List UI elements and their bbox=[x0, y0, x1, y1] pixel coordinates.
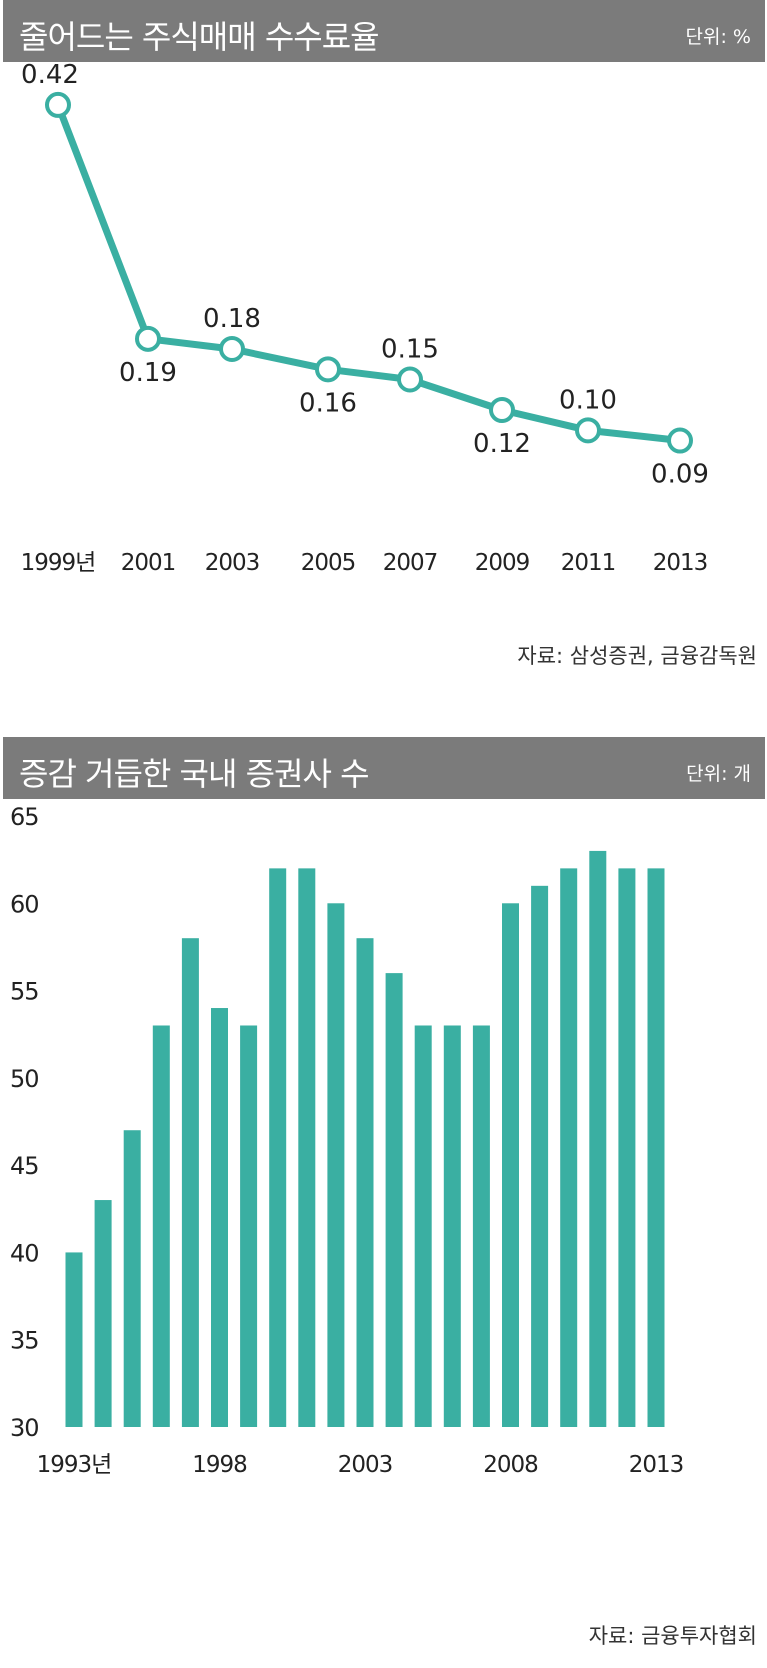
commission-rate-data-label: 0.12 bbox=[473, 429, 531, 459]
commission-rate-point bbox=[315, 356, 341, 383]
broker-count-y-tick-label: 30 bbox=[10, 1414, 39, 1442]
commission-rate-point bbox=[489, 397, 515, 423]
broker-count-bar bbox=[472, 1025, 490, 1427]
broker-count-header: 증감 거듭한 국내 증권사 수 단위: 개 bbox=[3, 737, 765, 799]
commission-rate-data-label: 0.09 bbox=[651, 460, 709, 490]
commission-rate-point bbox=[397, 366, 423, 393]
commission-rate-panel: 줄어드는 주식매매 수수료율 단위: % 0.42 0.19 0.18 0.16 0.1… bbox=[0, 0, 767, 690]
broker-count-bar-chart: 30 35 40 45 50 55 60 65 1993년 1998 2003 2008 2013 bbox=[10, 803, 684, 1478]
broker-count-bar bbox=[240, 1025, 258, 1427]
commission-rate-point bbox=[667, 427, 693, 454]
broker-count-x-tick-label: 1993년 bbox=[37, 1452, 112, 1478]
broker-count-bar bbox=[356, 938, 374, 1427]
broker-count-bar bbox=[269, 868, 287, 1427]
broker-count-bar bbox=[94, 1200, 112, 1427]
commission-rate-header: 줄어드는 주식매매 수수료율 단위: % bbox=[3, 0, 765, 62]
broker-count-y-tick-label: 55 bbox=[10, 978, 39, 1006]
commission-rate-x-tick-label: 2009 bbox=[475, 550, 530, 576]
broker-count-x-tick-label: 2013 bbox=[629, 1452, 684, 1478]
commission-rate-point bbox=[135, 325, 161, 352]
commission-rate-point bbox=[219, 335, 245, 362]
broker-count-bar bbox=[123, 1130, 141, 1427]
commission-rate-series-line bbox=[54, 103, 681, 444]
commission-rate-x-tick-label: 2005 bbox=[301, 550, 356, 576]
commission-rate-line-chart: 0.42 0.19 0.18 0.16 0.15 0.12 0.10 0.09 1999년 200… bbox=[21, 60, 709, 576]
broker-count-bar bbox=[152, 1025, 170, 1427]
commission-rate-x-tick-label: 2007 bbox=[383, 550, 438, 576]
broker-count-x-tick-label: 2008 bbox=[483, 1452, 538, 1478]
broker-count-y-tick-label: 40 bbox=[10, 1239, 39, 1267]
commission-rate-data-label: 0.18 bbox=[203, 304, 261, 334]
broker-count-bar bbox=[181, 938, 199, 1427]
commission-rate-data-label: 0.16 bbox=[299, 388, 357, 418]
broker-count-bar bbox=[385, 973, 403, 1427]
broker-count-y-tick-label: 60 bbox=[10, 890, 39, 918]
broker-count-y-tick-label: 35 bbox=[10, 1327, 39, 1355]
broker-count-bar bbox=[502, 903, 519, 1427]
broker-count-bar bbox=[443, 1025, 461, 1427]
commission-rate-source: 자료: 삼성증권, 금융감독원 bbox=[517, 644, 757, 668]
commission-rate-x-tick-label: 2013 bbox=[653, 550, 708, 576]
broker-count-unit: 단위: 개 bbox=[686, 763, 751, 785]
commission-rate-x-tick-label: 2003 bbox=[205, 550, 260, 576]
broker-count-source: 자료: 금융투자협회 bbox=[588, 1624, 757, 1648]
broker-count-bar bbox=[589, 850, 607, 1427]
commission-rate-x-tick-label: 2011 bbox=[561, 550, 616, 576]
broker-count-bar bbox=[211, 1008, 228, 1427]
commission-rate-unit: 단위: % bbox=[685, 26, 751, 48]
broker-count-bar bbox=[327, 903, 345, 1427]
commission-rate-data-label: 0.19 bbox=[119, 358, 177, 388]
broker-count-title: 증감 거듭한 국내 증권사 수 bbox=[19, 755, 370, 793]
broker-count-x-tick-label: 2003 bbox=[338, 1452, 393, 1478]
commission-rate-x-tick-label: 1999년 bbox=[21, 550, 96, 576]
commission-rate-point bbox=[45, 91, 71, 118]
broker-count-bar bbox=[298, 868, 316, 1427]
broker-count-bar bbox=[618, 868, 636, 1427]
broker-count-y-tick-label: 50 bbox=[10, 1065, 39, 1093]
broker-count-bar bbox=[414, 1025, 432, 1427]
broker-count-x-tick-label: 1998 bbox=[192, 1452, 247, 1478]
commission-rate-x-tick-label: 2001 bbox=[121, 550, 176, 576]
broker-count-y-tick-label: 65 bbox=[10, 803, 39, 831]
commission-rate-data-label: 0.10 bbox=[559, 385, 617, 415]
commission-rate-title: 줄어드는 주식매매 수수료율 bbox=[19, 18, 380, 56]
broker-count-bar bbox=[647, 868, 665, 1427]
broker-count-bar bbox=[531, 885, 549, 1427]
broker-count-y-tick-label: 45 bbox=[10, 1152, 39, 1180]
broker-count-bar bbox=[65, 1252, 83, 1427]
commission-rate-data-label: 0.42 bbox=[21, 60, 79, 90]
broker-count-bar bbox=[560, 868, 578, 1427]
broker-count-panel: 증감 거듭한 국내 증권사 수 단위: 개 30 35 40 45 50 55 60 65 19… bbox=[0, 737, 767, 1668]
commission-rate-point bbox=[575, 417, 601, 444]
commission-rate-data-label: 0.15 bbox=[381, 334, 439, 364]
